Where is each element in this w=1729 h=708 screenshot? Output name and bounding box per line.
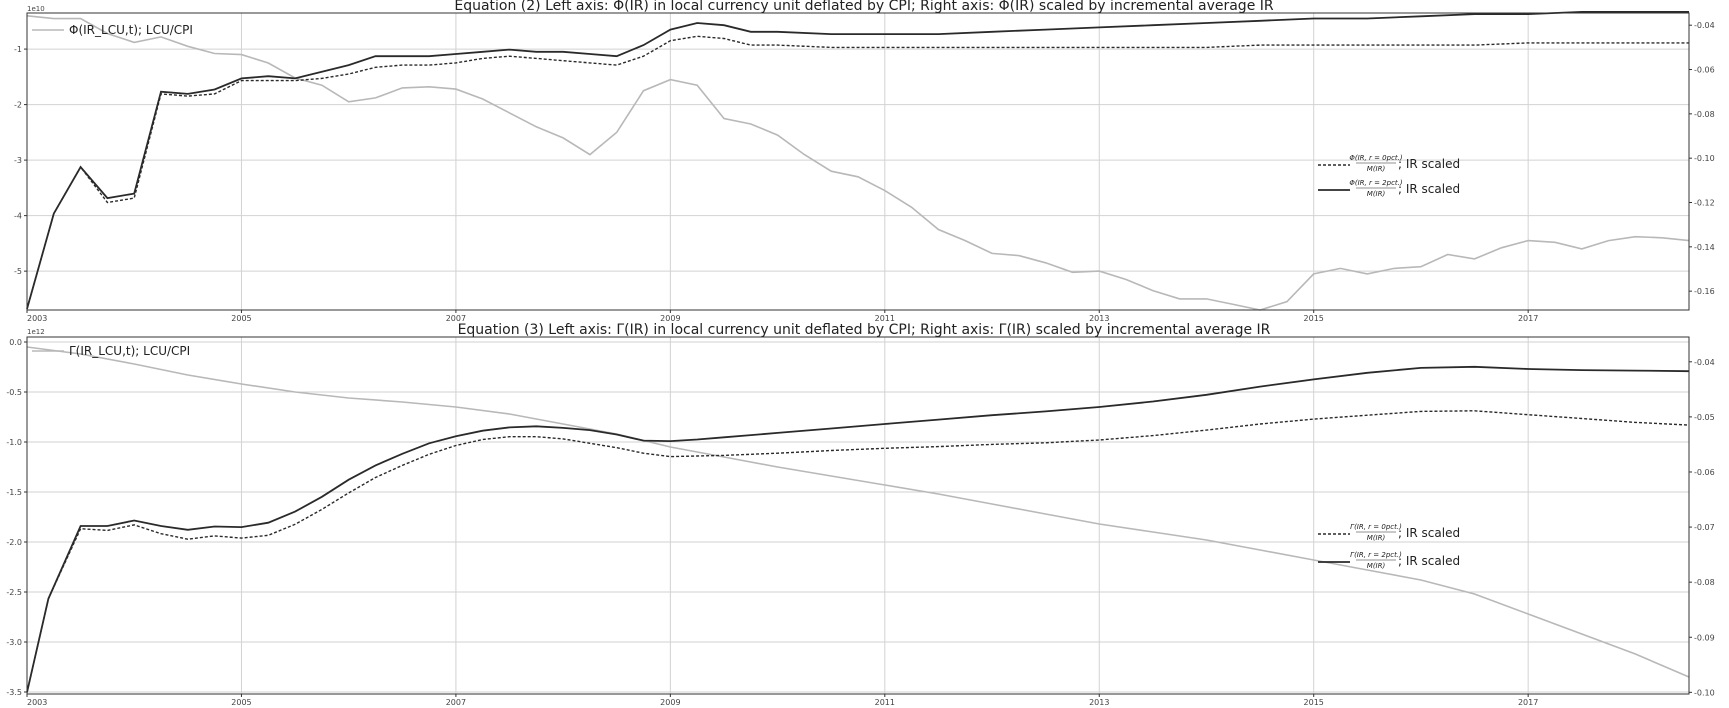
- panel1-right-tick-6: -0.10: [1694, 688, 1715, 697]
- panel-eq3-right-ticks: -0.04 -0.05 -0.06 -0.07 -0.08 -0.09 -0.10: [1689, 358, 1715, 697]
- panel0-left-tick-2: -3: [14, 156, 22, 165]
- panel1-right-tick-4: -0.08: [1694, 578, 1715, 587]
- panel-eq3-legend-left: Γ(IR_LCU,t); LCU/CPI: [32, 344, 190, 358]
- panel-eq2-legend-dashed-den: M(IR): [1367, 165, 1386, 173]
- panel1-right-tick-2: -0.06: [1694, 468, 1715, 477]
- panel1-x-tick-4: 2011: [875, 698, 895, 707]
- panel-eq3-left-exponent: 1e12: [27, 328, 45, 336]
- panel0-right-tick-1: -0.06: [1694, 66, 1715, 75]
- panel0-x-tick-5: 2013: [1089, 314, 1109, 323]
- panel1-series-light-line: [26, 346, 1690, 678]
- panel-eq3-legend-solid-num: Γ(IR, r = 2pct.): [1350, 551, 1402, 559]
- panel-eq3-legend-dashed-num: Γ(IR, r = 0pct.): [1350, 523, 1402, 531]
- panel0-series-solid-line: [26, 10, 1689, 310]
- panel-eq2-legend-dashed-suffix: ; IR scaled: [1398, 157, 1460, 171]
- panel-eq2-legend-solid-den: M(IR): [1367, 190, 1386, 198]
- panel-eq3-left-ticks: 0.0 -0.5 -1.0 -1.5 -2.0 -2.5 -3.0 -3.5: [6, 338, 27, 697]
- panel1-x-tick-5: 2013: [1089, 698, 1109, 707]
- panel-eq2-left-ticks: -1 -2 -3 -4 -5: [14, 45, 27, 276]
- panel-eq2-legend-right: Φ(IR, r = 0pct.) M(IR) ; IR scaled Φ(IR,…: [1318, 154, 1460, 198]
- panel0-left-tick-4: -5: [14, 267, 22, 276]
- panel0-x-tick-1: 2005: [231, 314, 251, 323]
- panel-eq3-legend-solid-den: M(IR): [1367, 562, 1386, 570]
- panel-eq3-grid: [26, 337, 1689, 694]
- panel0-right-tick-4: -0.12: [1694, 199, 1715, 208]
- panel-eq3-title: Equation (3) Left axis: Γ(IR) in local c…: [458, 322, 1271, 338]
- panel0-right-tick-2: -0.08: [1694, 110, 1715, 119]
- panel0-right-tick-6: -0.16: [1694, 287, 1715, 296]
- panel1-x-tick-6: 2015: [1304, 698, 1324, 707]
- panel-eq3-frame: [26, 336, 1690, 695]
- panel1-left-tick-7: -3.5: [6, 688, 22, 697]
- panel0-left-tick-0: -1: [14, 45, 22, 54]
- panel1-right-tick-5: -0.09: [1694, 633, 1715, 642]
- panel0-x-tick-6: 2015: [1304, 314, 1324, 323]
- panel0-series-light-line: [26, 15, 1690, 311]
- panel0-right-tick-3: -0.10: [1694, 154, 1715, 163]
- panel-eq3-legend-solid-suffix: ; IR scaled: [1398, 554, 1460, 568]
- panel1-x-tick-0: 2003: [27, 698, 47, 707]
- panel1-x-tick-3: 2009: [660, 698, 680, 707]
- panel0-x-tick-3: 2009: [660, 314, 680, 323]
- panel1-right-tick-3: -0.07: [1694, 523, 1715, 532]
- panel0-x-tick-7: 2017: [1518, 314, 1538, 323]
- panel-eq2-legend-left: Φ(IR_LCU,t); LCU/CPI: [32, 23, 193, 37]
- panel1-left-tick-3: -1.5: [6, 488, 22, 497]
- panel1-x-tick-1: 2005: [231, 698, 251, 707]
- panel1-series-dashed-line: [26, 410, 1690, 693]
- panel1-series-solid-line: [26, 365, 1690, 693]
- panel0-x-tick-0: 2003: [27, 314, 47, 323]
- panel-eq3-legend-left-label: Γ(IR_LCU,t); LCU/CPI: [69, 344, 190, 358]
- panel1-left-tick-4: -2.0: [6, 538, 22, 547]
- panel1-x-tick-2: 2007: [446, 698, 466, 707]
- panel0-right-tick-5: -0.14: [1694, 243, 1715, 252]
- panel1-left-tick-1: -0.5: [6, 388, 22, 397]
- panel-eq3-x-ticks: 2003 2005 2007 2009 2011 2013 2015 2017: [26, 694, 1538, 707]
- panel-eq2-legend-left-label: Φ(IR_LCU,t); LCU/CPI: [69, 23, 193, 37]
- panel1-left-tick-5: -2.5: [6, 588, 22, 597]
- panel-eq2-legend-solid-num: Φ(IR, r = 2pct.): [1349, 179, 1403, 187]
- panel-eq2-series: [26, 10, 1690, 311]
- panel-eq2-left-exponent: 1e10: [27, 5, 45, 13]
- panel0-series-dashed-line: [26, 35, 1689, 310]
- panel-eq2: Equation (2) Left axis: Φ(IR) in local c…: [14, 0, 1715, 323]
- panel0-left-tick-3: -4: [14, 212, 22, 221]
- panel-eq3-legend-dashed-den: M(IR): [1367, 534, 1386, 542]
- panel-eq2-title: Equation (2) Left axis: Φ(IR) in local c…: [454, 0, 1274, 14]
- panel-eq3-legend-dashed-suffix: ; IR scaled: [1398, 526, 1460, 540]
- panel-eq3-series: [26, 346, 1690, 693]
- panel0-x-tick-4: 2011: [875, 314, 895, 323]
- panel-eq2-legend-dashed-num: Φ(IR, r = 0pct.): [1349, 154, 1403, 162]
- panel0-x-tick-2: 2007: [446, 314, 466, 323]
- panel1-right-tick-0: -0.04: [1694, 358, 1715, 367]
- panel1-right-tick-1: -0.05: [1694, 413, 1715, 422]
- panel-eq3-legend-right: Γ(IR, r = 0pct.) M(IR) ; IR scaled Γ(IR,…: [1318, 523, 1460, 570]
- panel0-left-tick-1: -2: [14, 101, 22, 110]
- panel-eq2-legend-solid-suffix: ; IR scaled: [1398, 182, 1460, 196]
- panel1-left-tick-2: -1.0: [6, 438, 22, 447]
- panel1-x-tick-7: 2017: [1518, 698, 1538, 707]
- panel-eq2-grid: [26, 13, 1689, 310]
- panel-eq2-right-ticks: -0.04 -0.06 -0.08 -0.10 -0.12 -0.14 -0.16: [1689, 21, 1715, 296]
- panel-eq3: Equation (3) Left axis: Γ(IR) in local c…: [6, 322, 1714, 707]
- panel1-left-tick-6: -3.0: [6, 638, 22, 647]
- panel0-right-tick-0: -0.04: [1694, 21, 1715, 30]
- panel1-left-tick-0: 0.0: [9, 338, 22, 347]
- panel-eq2-x-ticks: 2003 2005 2007 2009 2011 2013 2015 2017: [26, 310, 1538, 323]
- panel-eq2-frame: [26, 12, 1690, 311]
